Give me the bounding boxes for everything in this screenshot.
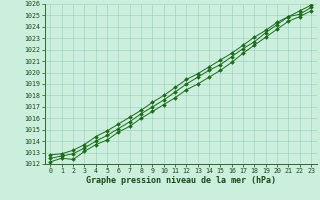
X-axis label: Graphe pression niveau de la mer (hPa): Graphe pression niveau de la mer (hPa)	[86, 176, 276, 185]
